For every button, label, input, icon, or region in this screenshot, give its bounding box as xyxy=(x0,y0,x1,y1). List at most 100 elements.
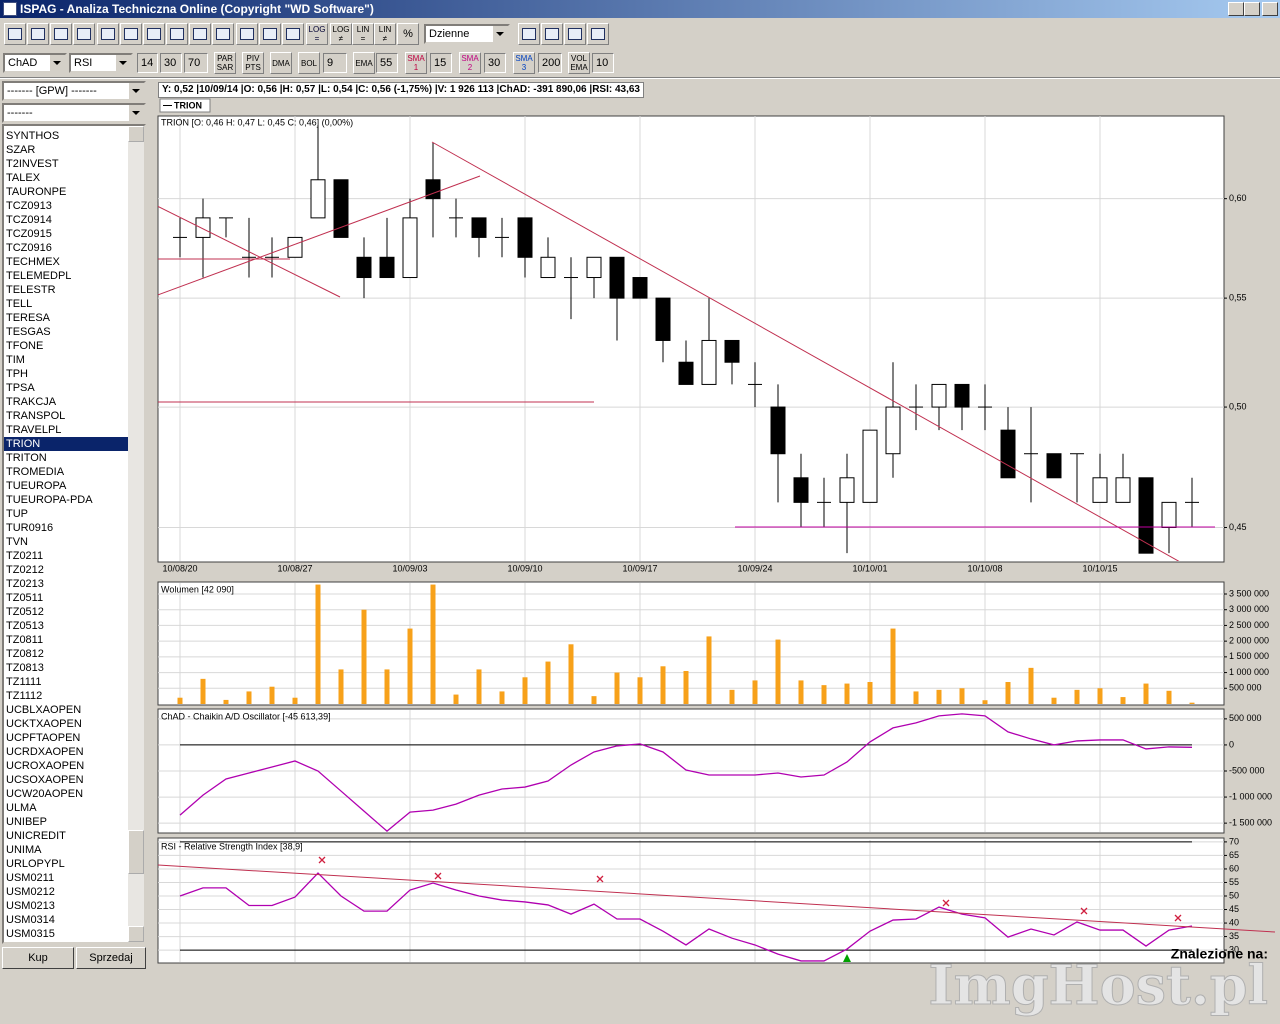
instrument-item[interactable]: TZ0513 xyxy=(6,620,44,632)
toolbar-icon[interactable] xyxy=(120,23,142,45)
instrument-item[interactable]: TRITON xyxy=(6,452,47,464)
param-field[interactable]: 10 xyxy=(592,53,614,73)
scroll-up[interactable] xyxy=(128,126,144,142)
instrument-item[interactable]: TZ0813 xyxy=(6,662,44,674)
param-field[interactable]: 30 xyxy=(160,53,182,73)
scale-button[interactable]: LIN = xyxy=(352,23,374,45)
instrument-item[interactable]: UNIBEP xyxy=(6,816,47,828)
instrument-item[interactable]: UCSOXAOPEN xyxy=(6,774,84,786)
instrument-item[interactable]: TUP xyxy=(6,508,28,520)
instrument-item[interactable]: USM0212 xyxy=(6,886,55,898)
scale-button[interactable]: LIN ≠ xyxy=(374,23,396,45)
minimize-button[interactable] xyxy=(1228,2,1244,16)
instrument-item[interactable]: USM0211 xyxy=(6,872,55,884)
overlay-button[interactable]: SMA 3 xyxy=(513,52,535,74)
scale-button[interactable]: % xyxy=(397,23,419,45)
toolbar-icon[interactable] xyxy=(166,23,188,45)
instrument-item[interactable]: URLOPYPL xyxy=(6,858,65,870)
instrument-item[interactable]: TPH xyxy=(6,368,28,380)
toolbar-icon[interactable] xyxy=(587,23,609,45)
scale-button[interactable]: LOG = xyxy=(306,23,328,45)
instrument-item[interactable]: UCBLXAOPEN xyxy=(6,704,82,716)
toolbar-icon[interactable] xyxy=(518,23,540,45)
instrument-item[interactable]: TCZ0914 xyxy=(6,214,52,226)
instrument-item[interactable]: TZ0212 xyxy=(6,564,44,576)
instrument-item[interactable]: TZ0213 xyxy=(6,578,44,590)
instrument-item[interactable]: TRAVELPL xyxy=(6,424,62,436)
param-field[interactable]: 55 xyxy=(376,53,398,73)
param-field[interactable]: 200 xyxy=(538,53,562,73)
overlay-button[interactable]: PAR SAR xyxy=(214,52,236,74)
toolbar-icon[interactable] xyxy=(143,23,165,45)
toolbar-icon[interactable] xyxy=(541,23,563,45)
instrument-item[interactable]: SYNTHOS xyxy=(6,130,60,142)
instrument-item[interactable]: UNIMA xyxy=(6,844,42,856)
instrument-item[interactable]: TZ0811 xyxy=(6,634,44,646)
indicator-select[interactable]: RSI xyxy=(69,53,133,73)
toolbar-icon[interactable] xyxy=(189,23,211,45)
toolbar-icon[interactable] xyxy=(259,23,281,45)
instrument-item[interactable]: TUEUROPA xyxy=(6,480,67,492)
param-field[interactable]: 70 xyxy=(184,53,208,73)
instrument-item[interactable]: TUEUROPA-PDA xyxy=(6,494,93,506)
scroll-down[interactable] xyxy=(128,926,144,942)
instrument-item[interactable]: UCW20AOPEN xyxy=(6,788,84,800)
instrument-item[interactable]: TFONE xyxy=(6,340,44,352)
toolbar-icon[interactable] xyxy=(50,23,72,45)
toolbar-icon[interactable] xyxy=(97,23,119,45)
instrument-item[interactable]: TROMEDIA xyxy=(6,466,65,478)
instrument-item[interactable]: TAURONPE xyxy=(6,186,67,198)
instrument-item[interactable]: TUR0916 xyxy=(6,522,54,534)
param-field[interactable]: 14 xyxy=(137,53,158,73)
toolbar-icon[interactable] xyxy=(73,23,95,45)
scrollbar[interactable] xyxy=(128,126,144,942)
instrument-item[interactable]: UCRDXAOPEN xyxy=(6,746,84,758)
toolbar-icon[interactable] xyxy=(564,23,586,45)
instrument-item[interactable]: UCKTXAOPEN xyxy=(6,718,82,730)
instrument-item[interactable]: TERESA xyxy=(6,312,51,324)
close-button[interactable] xyxy=(1262,2,1278,16)
instrument-item[interactable]: TELL xyxy=(6,298,33,310)
indicator-select[interactable]: ChAD xyxy=(3,53,67,73)
instrument-item[interactable]: TZ0512 xyxy=(6,606,44,618)
overlay-button[interactable]: PIV PTS xyxy=(242,52,264,74)
instrument-item[interactable]: TRAKCJA xyxy=(6,396,57,408)
param-field[interactable]: 30 xyxy=(484,53,506,73)
market-select[interactable]: ------- [GPW] ------- xyxy=(2,81,146,101)
overlay-button[interactable]: EMA xyxy=(353,52,375,74)
scroll-thumb[interactable] xyxy=(128,830,144,874)
instrument-item[interactable]: UCPFTAOPEN xyxy=(6,732,81,744)
instrument-item[interactable]: USM0213 xyxy=(6,900,55,912)
instrument-item[interactable]: TRION xyxy=(4,437,132,451)
instrument-item[interactable]: UCROXAOPEN xyxy=(6,760,85,772)
overlay-button[interactable]: DMA xyxy=(270,52,292,74)
toolbar-icon[interactable] xyxy=(4,23,26,45)
instrument-item[interactable]: TVN xyxy=(6,536,28,548)
overlay-button[interactable]: VOL EMA xyxy=(568,52,590,74)
instrument-item[interactable]: TCZ0915 xyxy=(6,228,52,240)
instrument-item[interactable]: TRANSPOL xyxy=(6,410,66,422)
instrument-item[interactable]: UNICREDIT xyxy=(6,830,66,842)
instrument-item[interactable]: TECHMEX xyxy=(6,256,60,268)
instrument-item[interactable]: TZ0211 xyxy=(6,550,44,562)
instrument-item[interactable]: TIM xyxy=(6,354,25,366)
instrument-item[interactable]: TELESTR xyxy=(6,284,56,296)
instrument-item[interactable]: TPSA xyxy=(6,382,35,394)
instrument-item[interactable]: SZAR xyxy=(6,144,36,156)
instrument-item[interactable]: T2INVEST xyxy=(6,158,59,170)
toolbar-icon[interactable] xyxy=(212,23,234,45)
buy-button[interactable]: Kup xyxy=(2,947,74,969)
instrument-item[interactable]: TZ0511 xyxy=(6,592,44,604)
instrument-item[interactable]: TCZ0916 xyxy=(6,242,52,254)
instrument-item[interactable]: TCZ0913 xyxy=(6,200,52,212)
param-field[interactable]: 9 xyxy=(323,53,347,73)
overlay-button[interactable]: BOL xyxy=(298,52,320,74)
sell-button[interactable]: Sprzedaj xyxy=(76,947,146,969)
instrument-item[interactable]: TELEMEDPL xyxy=(6,270,72,282)
instrument-item[interactable]: TALEX xyxy=(6,172,41,184)
instrument-item[interactable]: TZ1112 xyxy=(6,690,43,702)
instrument-item[interactable]: ULMA xyxy=(6,802,37,814)
param-field[interactable]: 15 xyxy=(430,53,452,73)
instrument-item[interactable]: USM0315 xyxy=(6,928,55,940)
instrument-item[interactable]: USM0314 xyxy=(6,914,55,926)
